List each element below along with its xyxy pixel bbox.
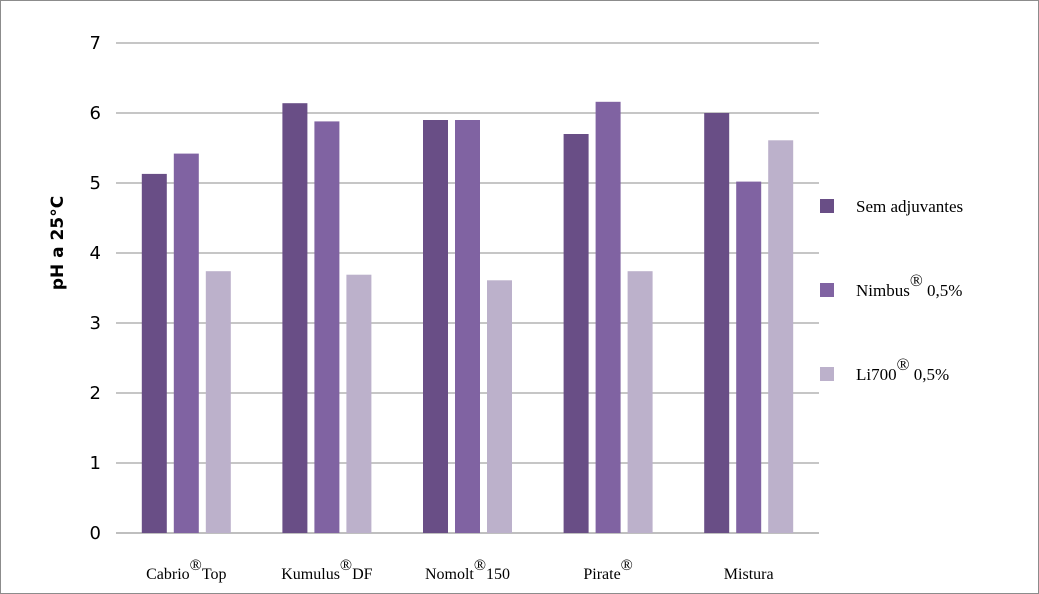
legend-entry: Li700® 0,5% (856, 355, 949, 384)
bar (173, 153, 199, 533)
bar (768, 140, 794, 534)
x-axis-labels: Cabrio®Top Kumulus®DF Nomolt®150 Pirate® Mis… (146, 557, 773, 583)
y-tick-label: 5 (90, 173, 101, 194)
x-tick-label: Kumulus®DF (281, 557, 372, 583)
y-axis-label: pH a 25°C (48, 196, 68, 290)
legend-entry: Sem adjuvantes (856, 197, 963, 216)
bar (423, 120, 448, 533)
y-tick-label: 0 (90, 523, 101, 544)
y-axis-ticks: 0 1 2 3 4 5 6 7 (90, 33, 101, 544)
y-tick-label: 3 (90, 313, 101, 334)
x-tick-label: Pirate® (583, 557, 632, 583)
bar (736, 181, 762, 533)
bar (205, 271, 231, 533)
x-tick-label: Mistura (724, 566, 774, 583)
legend-entry: Nimbus® 0,5% (856, 271, 962, 300)
x-tick-label: Nomolt®150 (425, 557, 510, 583)
y-tick-label: 1 (90, 453, 101, 474)
bar (346, 274, 372, 533)
y-tick-label: 6 (90, 103, 101, 124)
bar (314, 121, 340, 534)
bar (455, 120, 480, 533)
bar (563, 134, 589, 533)
legend-swatch (820, 283, 834, 297)
bars (141, 101, 794, 534)
bar (704, 113, 730, 533)
x-tick-label: Cabrio®Top (146, 557, 226, 583)
bar (595, 101, 621, 534)
bar (141, 173, 167, 533)
legend-swatch (820, 367, 834, 381)
bar (487, 280, 512, 533)
y-tick-label: 4 (90, 243, 101, 264)
y-tick-label: 7 (90, 33, 101, 54)
legend: Sem adjuvantes Nimbus® 0,5% Li700® 0,5% (820, 197, 963, 384)
legend-swatch (820, 199, 834, 213)
bar (627, 271, 653, 533)
y-tick-label: 2 (90, 383, 101, 404)
bar (282, 103, 308, 533)
